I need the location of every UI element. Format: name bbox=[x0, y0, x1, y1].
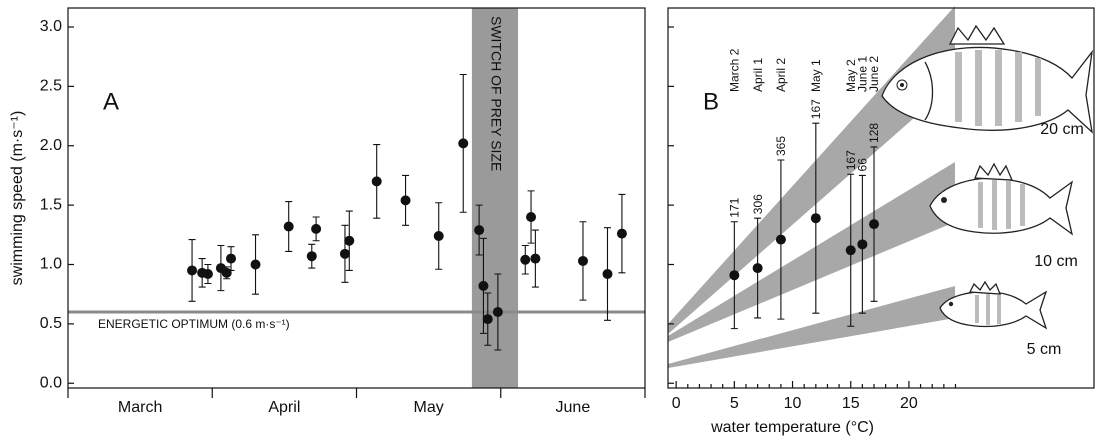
x-category-label: May bbox=[414, 399, 444, 416]
y-axis-label: swimming speed (m·s⁻¹) bbox=[9, 111, 26, 286]
x-axis-label: water temperature (°C) bbox=[710, 419, 874, 436]
data-point bbox=[458, 138, 469, 149]
data-point bbox=[526, 212, 537, 222]
y-tick-label: 2.5 bbox=[40, 78, 62, 95]
x-tick-label: 10 bbox=[784, 395, 802, 412]
data-point bbox=[775, 234, 786, 245]
date-label: March 2 bbox=[728, 48, 742, 92]
data-point bbox=[810, 213, 821, 224]
data-point bbox=[474, 225, 485, 236]
data-point bbox=[857, 239, 868, 250]
y-tick-label: 3.0 bbox=[40, 18, 62, 35]
data-point bbox=[869, 219, 880, 230]
sample-size-label: 167 bbox=[844, 150, 858, 170]
x-category-label: March bbox=[118, 399, 162, 416]
data-point bbox=[482, 314, 493, 325]
data-point bbox=[616, 228, 627, 239]
fish-size-label: 20 cm bbox=[1040, 121, 1084, 138]
y-tick-label: 0.0 bbox=[40, 374, 62, 391]
x-tick-label: 20 bbox=[900, 395, 918, 412]
fish-size-label: 10 cm bbox=[1034, 253, 1078, 270]
data-point bbox=[283, 221, 294, 232]
sample-size-label: 128 bbox=[867, 123, 881, 143]
wedge-10cm bbox=[668, 162, 955, 342]
x-tick-label: 0 bbox=[672, 395, 681, 412]
data-point bbox=[400, 195, 411, 206]
data-point bbox=[845, 245, 856, 256]
fish-20cm bbox=[881, 24, 1093, 134]
date-label: May 2 bbox=[844, 59, 858, 92]
date-label: June 2 bbox=[867, 56, 881, 92]
fish-size-label: 5 cm bbox=[1027, 341, 1062, 358]
fish-10cm bbox=[929, 162, 1074, 236]
data-point bbox=[306, 251, 317, 262]
sample-size-label: 167 bbox=[809, 99, 823, 119]
data-point bbox=[530, 253, 541, 264]
data-point bbox=[752, 263, 763, 274]
panel-label: A bbox=[103, 88, 119, 115]
date-label: June 1 bbox=[856, 56, 870, 92]
data-point bbox=[520, 254, 531, 265]
data-point bbox=[344, 235, 355, 246]
data-point bbox=[577, 255, 588, 266]
data-point bbox=[339, 248, 350, 259]
plot-frame bbox=[667, 7, 1095, 389]
fish-5cm bbox=[939, 280, 1048, 330]
data-point bbox=[729, 270, 740, 281]
y-tick-label: 0.5 bbox=[40, 315, 62, 332]
band-label: SWITCH OF PREY SIZE bbox=[488, 16, 504, 171]
y-tick-label: 2.0 bbox=[40, 137, 62, 154]
data-point bbox=[311, 223, 322, 234]
data-point bbox=[250, 259, 261, 270]
highlight-band bbox=[471, 8, 519, 388]
reference-label: ENERGETIC OPTIMUM (0.6 m·s⁻¹) bbox=[98, 317, 290, 331]
data-point bbox=[202, 269, 213, 279]
wedge-5cm bbox=[668, 286, 955, 368]
y-tick-label: 1.5 bbox=[40, 196, 62, 213]
sample-size-label: 306 bbox=[751, 194, 765, 214]
sample-size-label: 171 bbox=[728, 197, 742, 217]
x-category-label: June bbox=[556, 399, 591, 416]
x-tick-label: 15 bbox=[842, 395, 860, 412]
panel-label: B bbox=[703, 88, 719, 115]
data-point bbox=[492, 307, 503, 317]
data-point bbox=[187, 265, 198, 276]
sample-size-label: 365 bbox=[774, 136, 788, 156]
wedge-20cm bbox=[668, 6, 955, 334]
y-tick-label: 1.0 bbox=[40, 256, 62, 273]
data-point bbox=[221, 267, 232, 278]
date-label: May 1 bbox=[809, 59, 823, 92]
data-point bbox=[371, 176, 382, 187]
data-point bbox=[433, 231, 444, 241]
data-point bbox=[226, 253, 237, 264]
x-category-label: April bbox=[268, 399, 300, 416]
data-point bbox=[478, 280, 489, 291]
date-label: April 2 bbox=[774, 58, 788, 92]
x-tick-label: 5 bbox=[730, 395, 739, 412]
date-label: April 1 bbox=[751, 58, 765, 92]
sample-size-label: 66 bbox=[856, 158, 870, 172]
data-point bbox=[602, 269, 613, 279]
